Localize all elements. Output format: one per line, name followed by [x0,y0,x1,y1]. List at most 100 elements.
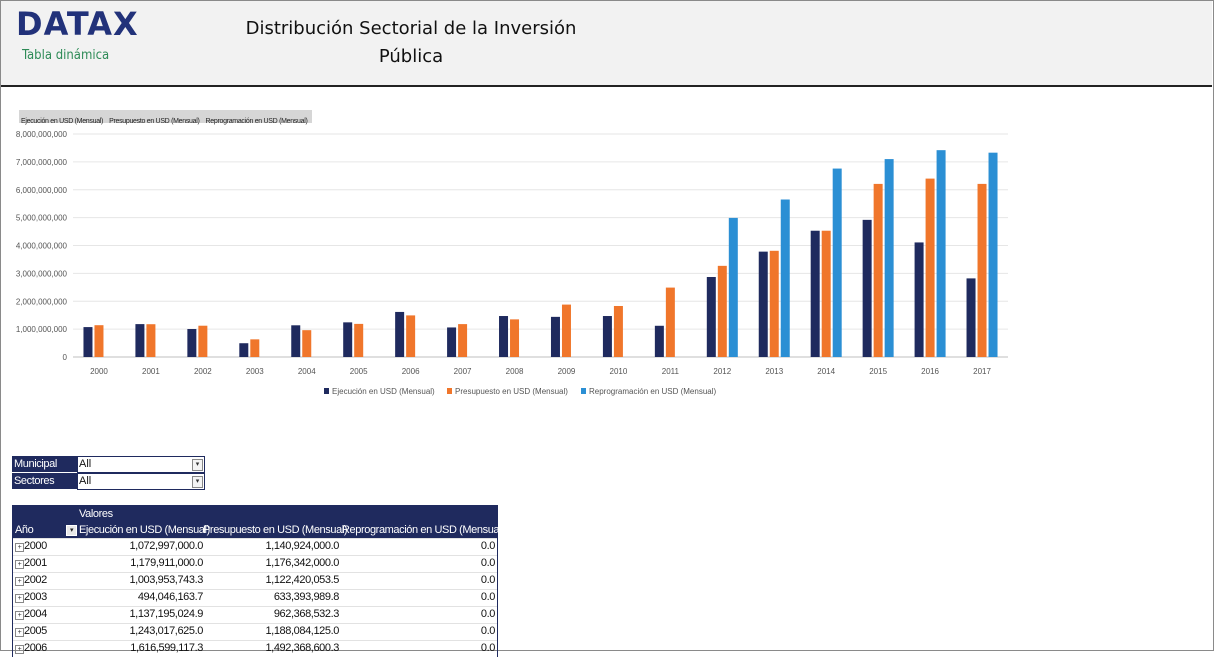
table-row: +2001 1,179,911,000.0 1,176,342,000.0 0.0 [13,555,497,572]
pivot-values-label: Valores [79,508,113,520]
row-reprogramacion: 0.0 [480,574,495,586]
slicer-sectores-value: All [79,475,92,487]
bar [988,152,998,357]
report-title-line1: Distribución Sectorial de la Inversión [245,18,577,39]
expand-icon[interactable]: + [15,628,24,637]
bar [561,304,571,357]
legend-swatch [447,388,452,394]
bar [613,305,623,357]
bar [884,159,894,357]
row-reprogramacion: 0.0 [480,625,495,637]
slicer-sectores-label: Sectores [12,473,77,489]
row-ejecucion: 1,616,599,117.3 [130,642,203,654]
slicer-municipal-select[interactable]: All ▾ [77,456,205,473]
row-presupuesto: 1,122,420,053.5 [265,574,339,586]
table-row: +2004 1,137,195,024.9 962,368,532.3 0.0 [13,606,497,623]
pivot-col-year: Año [15,524,34,536]
filter-dropdown-icon[interactable]: ▾ [66,525,77,536]
row-presupuesto: 1,140,924,000.0 [265,540,339,552]
y-tick-label: 8,000,000,000 [16,130,68,139]
x-tick-label: 2016 [921,367,939,376]
y-tick-label: 7,000,000,000 [16,158,68,167]
bar [510,319,520,357]
bar [862,219,872,357]
bar [146,324,156,357]
bar [665,287,675,357]
bar [291,325,301,357]
row-presupuesto: 1,176,342,000.0 [265,557,339,569]
bar [873,183,883,357]
dropdown-arrow-icon[interactable]: ▾ [192,459,203,471]
y-tick-label: 1,000,000,000 [16,325,68,334]
pivot-col-presupuesto: Presupuesto en USD (Mensual) [203,524,348,536]
y-tick-label: 6,000,000,000 [16,186,68,195]
x-tick-label: 2014 [817,367,835,376]
bar [832,168,842,357]
bar [83,327,93,357]
legend-swatch [324,388,329,394]
bar [135,324,145,357]
bar [250,339,260,357]
expand-icon[interactable]: + [15,611,24,620]
expand-icon[interactable]: + [15,577,24,586]
row-year: 2006 [24,642,47,654]
bar [94,325,104,357]
bar [602,316,612,357]
pivot-body: +2000 1,072,997,000.0 1,140,924,000.0 0.0 +2… [13,538,497,657]
x-tick-label: 2008 [506,367,524,376]
pivot-col-reprogramacion: Reprogramación en USD (Mensual) [342,524,505,536]
pivot-table: Valores Año ▾ Ejecución en USD (Mensual)… [12,505,505,657]
bar [936,150,946,357]
row-year: 2000 [24,540,47,552]
row-year: 2001 [24,557,47,569]
field-button-reprogramacion[interactable]: Reprogramación en USD (Mensual) [205,118,308,125]
legend-swatch [581,388,586,394]
table-row: +2003 494,046,163.7 633,393,989.8 0.0 [13,589,497,606]
x-tick-label: 2001 [142,367,160,376]
x-tick-label: 2000 [90,367,108,376]
field-button-ejecucion[interactable]: Ejecución en USD (Mensual) [21,118,104,125]
y-tick-label: 4,000,000,000 [16,242,68,251]
x-tick-label: 2007 [454,367,472,376]
x-tick-label: 2010 [610,367,628,376]
row-year: 2005 [24,625,47,637]
dropdown-arrow-icon[interactable]: ▾ [192,476,203,488]
row-reprogramacion: 0.0 [480,608,495,620]
x-tick-label: 2011 [662,367,680,376]
row-year: 2004 [24,608,47,620]
row-ejecucion: 494,046,163.7 [137,591,204,603]
x-tick-label: 2015 [869,367,887,376]
row-presupuesto: 1,492,368,600.3 [265,642,339,654]
expand-icon[interactable]: + [15,645,24,654]
slicer-municipal: Municipal All ▾ [12,456,205,473]
bar [810,230,820,357]
bar [769,250,779,357]
row-year: 2003 [24,591,47,603]
expand-icon[interactable]: + [15,560,24,569]
bar [499,316,509,357]
bar [187,329,197,357]
y-tick-label: 3,000,000,000 [16,269,68,278]
bar [706,276,716,357]
pivot-col-ejecucion: Ejecución en USD (Mensual) [79,524,210,536]
expand-icon[interactable]: + [15,594,24,603]
x-tick-label: 2012 [713,367,731,376]
row-reprogramacion: 0.0 [480,642,495,654]
bar [198,325,208,357]
x-tick-label: 2005 [350,367,368,376]
bar [395,311,405,357]
bar [550,316,560,357]
field-button-presupuesto[interactable]: Presupuesto en USD (Mensual) [109,118,200,125]
x-tick-label: 2002 [194,367,212,376]
legend-label: Ejecución en USD (Mensual) [332,387,435,396]
expand-icon[interactable]: + [15,543,24,552]
bar [654,325,664,357]
y-tick-label: 0 [63,353,68,362]
bar [302,330,312,357]
row-ejecucion: 1,072,997,000.0 [129,540,203,552]
slicer-sectores-select[interactable]: All ▾ [77,473,205,490]
logo-subtitle: Tabla dinámica [22,48,110,63]
row-ejecucion: 1,243,017,625.0 [129,625,203,637]
x-tick-label: 2017 [973,367,991,376]
bar [354,323,364,357]
